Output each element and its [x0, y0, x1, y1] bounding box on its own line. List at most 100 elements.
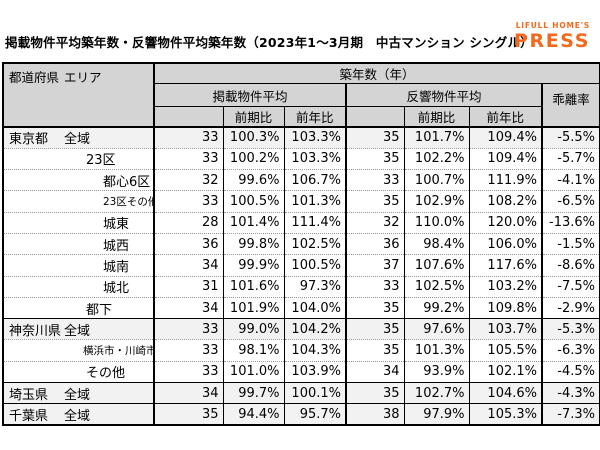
listed-avg-value: 36 [153, 232, 223, 255]
response-avg-value: 35 [345, 318, 404, 340]
listed-avg-value: 32 [153, 169, 223, 191]
listed-avg-value: 33 [153, 318, 223, 340]
area-label: 全域 [64, 387, 91, 403]
response-yoy-value: 120.0% [468, 211, 542, 234]
divergence-value: -1.5% [540, 232, 600, 255]
table-row: 都下 34 101.9% 104.0% 35 99.2% 109.8% -2.9% [3, 296, 600, 319]
prefecture-label: 神奈川県 [9, 323, 62, 339]
listed-mom-value: 101.0% [222, 360, 284, 383]
divergence-value: -8.6% [540, 254, 600, 277]
divergence-value: -5.7% [540, 147, 600, 170]
response-avg-value: 38 [345, 403, 404, 426]
listed-mom-value: 98.1% [222, 339, 284, 362]
response-yoy-value: 106.0% [468, 232, 542, 255]
response-mom-value: 110.0% [403, 211, 469, 234]
listed-mom-value: 100.3% [222, 125, 284, 149]
listed-mom-value: 99.6% [222, 169, 284, 191]
table-row: 城西 36 99.8% 102.5% 36 98.4% 106.0% -1.5% [3, 232, 600, 255]
listed-avg-value: 33 [153, 339, 223, 362]
divergence-value: -6.5% [540, 190, 600, 213]
divergence-header: 乖離率 [540, 83, 600, 127]
listed-yoy-value: 103.3% [283, 125, 346, 149]
response-mom-value: 101.3% [403, 339, 469, 362]
response-avg-value: 35 [345, 382, 404, 404]
response-mom-value: 101.7% [403, 125, 469, 149]
table-row: 千葉県 全域 35 94.4% 95.7% 38 97.9% 105.3% -7.3% [3, 403, 600, 426]
divergence-value: -13.6% [540, 211, 600, 234]
area-cell: 城東 [3, 211, 154, 234]
listed-mom-value: 99.9% [222, 254, 284, 277]
response-avg-value: 33 [345, 275, 404, 298]
response-mom-header: 前期比 [403, 106, 469, 127]
logo-brand-line: LIFULL HOME'S [515, 21, 590, 30]
response-avg-value: 33 [345, 169, 404, 191]
area-cell: 23区その他 [3, 190, 154, 213]
listed-yoy-value: 111.4% [283, 211, 346, 234]
response-mom-value: 102.5% [403, 275, 469, 298]
area-label: 横浜市・川崎市 [83, 345, 154, 358]
divergence-value: -6.3% [540, 339, 600, 362]
table-row: 23区 33 100.2% 103.3% 35 102.2% 109.4% -5.7% [3, 147, 600, 170]
prefecture-label: 埼玉県 [9, 387, 49, 403]
listed-yoy-value: 104.3% [283, 339, 346, 362]
listed-avg-value: 33 [153, 147, 223, 170]
listed-yoy-value: 102.5% [283, 232, 346, 255]
listed-yoy-value: 100.5% [283, 254, 346, 277]
listed-yoy-value: 95.7% [283, 403, 346, 426]
listed-avg-value: 35 [153, 403, 223, 426]
divergence-value: -2.9% [540, 296, 600, 319]
listed-avg-value: 33 [153, 360, 223, 383]
response-avg-value: 35 [345, 147, 404, 170]
response-yoy-value: 111.9% [468, 169, 542, 191]
listed-avg-value: 28 [153, 211, 223, 234]
prefecture-label: 東京都 [9, 132, 49, 148]
prefecture-header-label: 都道府県 [9, 70, 60, 85]
listed-avg-value: 31 [153, 275, 223, 298]
listed-mom-value: 99.8% [222, 232, 284, 255]
area-label: 全域 [64, 408, 91, 424]
listed-mom-value: 101.4% [222, 211, 284, 234]
listed-mom-value: 101.9% [222, 296, 284, 319]
listed-avg-value: 34 [153, 254, 223, 277]
divergence-value: -5.5% [540, 125, 600, 149]
area-label: 都下 [86, 302, 113, 318]
listed-yoy-value: 101.3% [283, 190, 346, 213]
table-row: 横浜市・川崎市 33 98.1% 104.3% 35 101.3% 105.5% -6.3% [3, 339, 600, 362]
listed-mom-value: 100.2% [222, 147, 284, 170]
area-label: 全域 [64, 132, 91, 148]
listed-avg-value: 33 [153, 125, 223, 149]
table-row: 都心6区 32 99.6% 106.7% 33 100.7% 111.9% -4.1% [3, 169, 600, 191]
prefecture-label: 千葉県 [9, 408, 49, 424]
response-mom-value: 100.7% [403, 169, 469, 191]
area-label: 城南 [103, 259, 130, 275]
lifull-homes-press-logo: LIFULL HOME'S PRESS [514, 22, 590, 51]
response-avg-value: 34 [345, 360, 404, 383]
response-mom-value: 102.2% [403, 147, 469, 170]
listed-yoy-value: 97.3% [283, 275, 346, 298]
response-yoy-header: 前年比 [468, 106, 542, 127]
listed-yoy-value: 104.0% [283, 296, 346, 319]
area-label: 全域 [64, 323, 91, 339]
table-body: 東京都 全域 33 100.3% 103.3% 35 101.7% 109.4% -5.5% 23… [3, 125, 600, 426]
area-label: 城西 [103, 238, 130, 254]
area-cell: 都下 [3, 296, 154, 319]
table-row: 神奈川県 全域 33 99.0% 104.2% 35 97.6% 103.7% -5.3% [3, 318, 600, 340]
response-mom-value: 102.7% [403, 382, 469, 404]
response-avg-value: 35 [345, 190, 404, 213]
response-mom-value: 93.9% [403, 360, 469, 383]
listed-yoy-header: 前年比 [283, 106, 346, 127]
corner-header: 都道府県 エリア [3, 63, 154, 127]
response-mom-value: 97.9% [403, 403, 469, 426]
page-title: 掲載物件平均築年数・反響物件平均築年数（2023年1～3月期 中古マンション シ… [5, 35, 533, 50]
data-table: 都道府県 エリア 築年数（年） 掲載物件平均 反響物件平均 乖離率 前期比 前年… [2, 62, 600, 427]
building-age-header: 築年数（年） [152, 63, 600, 84]
area-label: 城東 [103, 217, 130, 233]
divergence-value: -5.3% [540, 318, 600, 340]
table-row: 東京都 全域 33 100.3% 103.3% 35 101.7% 109.4% -5.5% [3, 125, 600, 149]
area-cell: 都心6区 [3, 169, 154, 191]
listed-mom-header: 前期比 [222, 106, 284, 127]
area-label: 23区その他 [103, 196, 154, 209]
response-avg-header: 反響物件平均 [345, 83, 542, 107]
response-yoy-value: 108.2% [468, 190, 542, 213]
table-row: その他 33 101.0% 103.9% 34 93.9% 102.1% -4.5% [3, 360, 600, 383]
